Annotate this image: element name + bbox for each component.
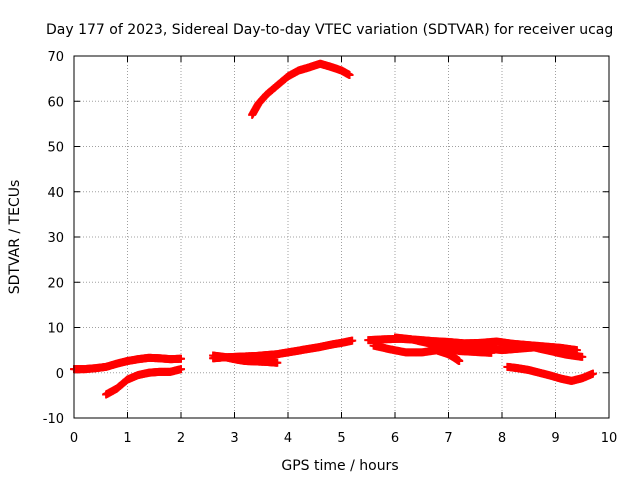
data-point	[578, 352, 587, 361]
data-point	[273, 358, 282, 367]
x-tick-label: 2	[177, 431, 185, 446]
chart-title: Day 177 of 2023, Sidereal Day-to-day VTE…	[46, 22, 613, 38]
plot-frame	[73, 55, 610, 419]
axis-ticks: 0 1 2 3 4 5 6 7 8 9 10 -10 0 10 20 30 40 50 60 70	[43, 50, 618, 446]
x-tick-label: 4	[284, 431, 292, 446]
y-tick-label: 10	[47, 322, 64, 337]
series-arc-early-low	[70, 353, 185, 374]
y-axis-label: SDTVAR / TECUs	[7, 180, 23, 295]
data-point	[177, 354, 185, 363]
x-tick-label: 8	[498, 431, 506, 446]
x-tick-label: 10	[601, 431, 618, 446]
series-arc-high	[248, 59, 354, 119]
x-tick-label: 6	[391, 431, 399, 446]
data-point	[588, 369, 597, 378]
y-tick-label: 0	[56, 367, 64, 382]
data-point	[455, 356, 464, 365]
y-tick-label: 30	[47, 231, 64, 246]
y-tick-label: 40	[47, 186, 64, 201]
data-point	[345, 71, 354, 80]
x-tick-label: 0	[70, 431, 78, 446]
x-tick-label: 5	[337, 431, 345, 446]
y-tick-label: 60	[47, 95, 64, 110]
x-axis-label: GPS time / hours	[281, 458, 398, 474]
series-arc-mid-b	[209, 336, 357, 363]
series-arc-late-d	[433, 346, 464, 365]
x-tick-label: 1	[123, 431, 131, 446]
x-tick-label: 9	[551, 431, 559, 446]
series-arc-late-e	[503, 362, 597, 385]
x-tick-label: 3	[230, 431, 238, 446]
data-point	[348, 336, 357, 345]
series-arc-early-rise	[102, 365, 185, 399]
y-tick-label: 50	[47, 141, 64, 156]
y-tick-label: 20	[47, 276, 64, 291]
y-tick-label: -10	[43, 412, 64, 427]
data-points	[70, 59, 597, 399]
data-point	[177, 365, 185, 374]
grid	[74, 56, 609, 418]
data-point	[487, 348, 496, 357]
y-tick-label: 70	[47, 50, 64, 65]
x-tick-label: 7	[444, 431, 452, 446]
